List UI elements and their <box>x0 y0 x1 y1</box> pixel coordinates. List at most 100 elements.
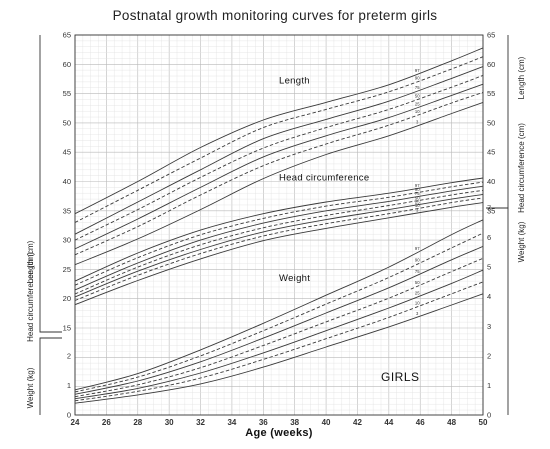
percentile-label: 10 <box>415 203 420 208</box>
curve-head-circumference-p50 <box>74 189 484 295</box>
percentile-label: 10 <box>415 301 420 306</box>
chart-title: Postnatal growth monitoring curves for p… <box>112 8 438 23</box>
y-tick-label-weight-left: 2 <box>67 351 71 360</box>
percentile-label: 90 <box>415 258 420 263</box>
curve-head-circumference-p97 <box>74 177 484 282</box>
girls-label: GIRLS <box>381 370 420 384</box>
curve-weight-p90 <box>74 232 484 393</box>
y-axis-label-weight-left: Weight (kg) <box>26 367 35 408</box>
curve-head-circumference-p90 <box>74 181 484 286</box>
chart-labels: Length Head circumference Weight GIRLS A… <box>26 56 526 439</box>
x-tick-label: 28 <box>133 418 142 427</box>
curve-weight-p25 <box>74 269 484 400</box>
y-axis-label-length-left: Length (cm) <box>26 240 35 283</box>
x-tick-label: 26 <box>102 418 111 427</box>
percentile-label: 75 <box>415 269 420 274</box>
percentile-label: 50 <box>415 280 420 285</box>
x-tick-label: 38 <box>290 418 299 427</box>
y-tick-label-length-right: 50 <box>487 118 495 127</box>
curve-length-p75 <box>74 66 484 235</box>
x-tick-label: 42 <box>353 418 362 427</box>
curve-weight-p75 <box>74 245 484 395</box>
percentile-label: 90 <box>415 187 420 192</box>
panel-label-head-circumference: Head circumference <box>279 172 369 183</box>
x-tick-label: 34 <box>227 418 236 427</box>
y-axis-label-head-left: Head circumference (cm) <box>26 252 35 342</box>
x-tick-label: 24 <box>71 418 80 427</box>
y-tick-label-length-left: 40 <box>63 177 71 186</box>
y-tick-label-weight-right: 3 <box>487 322 491 331</box>
percentile-label: 50 <box>415 93 420 98</box>
y-tick-label-length-right: 35 <box>487 206 495 215</box>
y-tick-label-length-left: 25 <box>63 265 71 274</box>
curve-length-p90 <box>74 56 484 223</box>
curve-length-p97 <box>74 47 484 215</box>
percentile-label: 10 <box>415 109 420 114</box>
y-axis-label-length-right: Length (cm) <box>517 56 526 99</box>
tick-labels: 24 26 28 30 32 34 36 38 40 42 44 46 48 50152025303540… <box>63 31 496 428</box>
y-tick-label-weight-right: 5 <box>487 263 491 272</box>
percentile-label: 90 <box>415 75 420 80</box>
x-axis-label: Age (weeks) <box>245 427 313 439</box>
bracket-length-head-left <box>39 35 62 333</box>
curve-weight-p50 <box>74 257 484 398</box>
y-tick-label-length-left: 30 <box>63 236 71 245</box>
percentile-label: 3 <box>416 120 419 125</box>
y-tick-label-length-left: 50 <box>63 118 71 127</box>
percentile-label: 75 <box>415 85 420 90</box>
y-tick-label-weight-right: 1 <box>487 381 491 390</box>
grid <box>74 34 484 415</box>
percentile-label: 97 <box>415 183 420 188</box>
panel-label-weight: Weight <box>279 273 310 284</box>
curve-length-p10 <box>74 91 484 256</box>
curve-length-p50 <box>74 74 484 241</box>
curve-length-p25 <box>74 83 484 250</box>
percentile-label: 97 <box>415 246 420 251</box>
percentile-label: 25 <box>415 291 420 296</box>
y-tick-label-weight-right: 0 <box>487 411 491 420</box>
bracket-weight-left <box>39 337 62 415</box>
curve-head-circumference-p3 <box>74 202 484 306</box>
y-tick-label-length-right: 60 <box>487 60 495 69</box>
y-tick-label-weight-left: 1 <box>67 381 71 390</box>
bracket-weight-right <box>486 207 509 415</box>
y-tick-label-length-left: 55 <box>63 89 71 98</box>
curve-head-circumference-p25 <box>74 193 484 298</box>
curve-head-circumference-p75 <box>74 185 484 291</box>
x-tick-label: 36 <box>259 418 268 427</box>
y-axis-label-head-right: Head circumference (cm) <box>517 123 526 213</box>
curve-weight-p3 <box>74 293 484 404</box>
percentile-label: 25 <box>415 101 420 106</box>
y-tick-label-length-left: 20 <box>63 294 71 303</box>
percentile-label: 3 <box>416 208 419 213</box>
y-tick-label-length-right: 40 <box>487 177 495 186</box>
y-tick-label-weight-right: 2 <box>487 351 491 360</box>
x-tick-label: 50 <box>479 418 488 427</box>
y-tick-label-length-right: 65 <box>487 31 495 40</box>
panel-label-length: Length <box>279 76 310 87</box>
y-tick-label-length-left: 35 <box>63 206 71 215</box>
curve-length-p3 <box>74 101 484 266</box>
y-tick-label-length-left: 65 <box>63 31 71 40</box>
plot-border <box>74 34 484 416</box>
x-tick-label: 44 <box>384 418 393 427</box>
percentile-label: 97 <box>415 68 420 73</box>
y-tick-label-length-right: 45 <box>487 148 495 157</box>
percentile-label: 3 <box>416 311 419 316</box>
y-tick-label-length-right: 55 <box>487 89 495 98</box>
x-tick-label: 48 <box>447 418 456 427</box>
curve-head-circumference-p10 <box>74 197 484 301</box>
y-tick-label-weight-right: 6 <box>487 233 491 242</box>
percentile-label: 25 <box>415 199 420 204</box>
curve-weight-p10 <box>74 281 484 402</box>
y-axis-label-weight-right: Weight (kg) <box>517 221 526 262</box>
percentile-label: 75 <box>415 191 420 196</box>
y-tick-label-weight-right: 4 <box>487 292 491 301</box>
curve-weight-p97 <box>74 219 484 391</box>
x-tick-label: 40 <box>322 418 331 427</box>
x-tick-label: 46 <box>416 418 425 427</box>
y-tick-label-weight-left: 0 <box>67 411 71 420</box>
x-tick-label: 32 <box>196 418 205 427</box>
